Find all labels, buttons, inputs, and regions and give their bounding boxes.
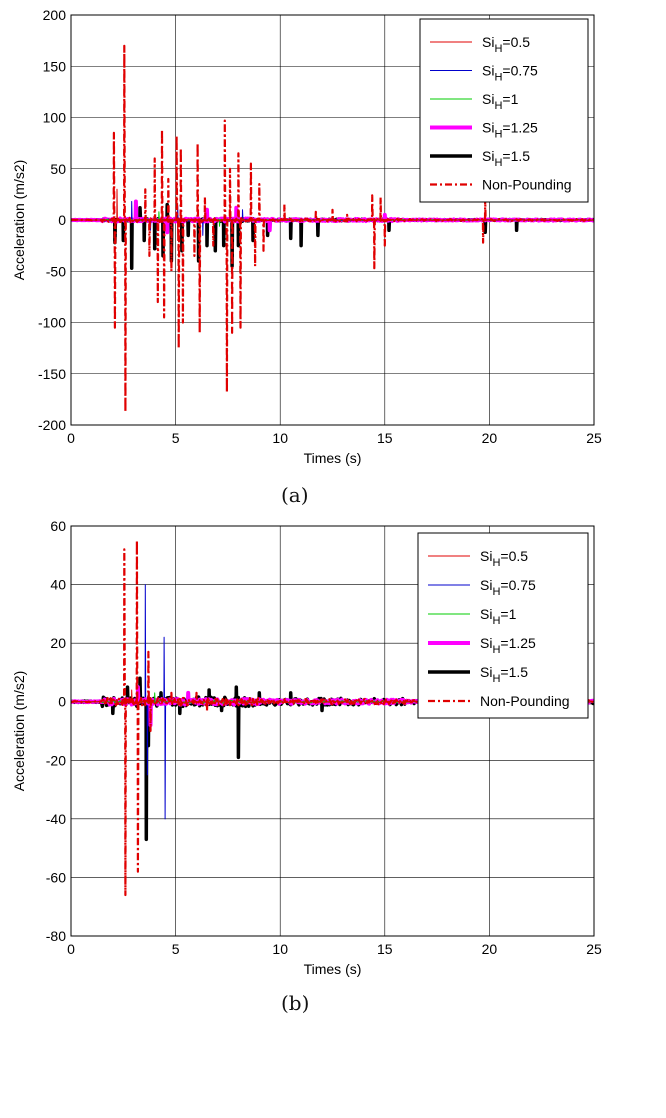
x-tick-label: 10 (272, 941, 288, 957)
y-tick-label: 50 (50, 161, 66, 177)
x-tick-label: 15 (377, 941, 393, 957)
y-tick-label: -50 (46, 263, 66, 279)
y-tick-label: -100 (38, 315, 66, 331)
x-tick-label: 0 (67, 430, 75, 446)
y-tick-label: 0 (58, 212, 66, 228)
x-tick-label: 25 (586, 430, 602, 446)
y-tick-label: 100 (43, 110, 67, 126)
legend-label: Non-Pounding (482, 177, 572, 193)
y-tick-label: 150 (43, 58, 67, 74)
y-tick-label: -80 (46, 928, 66, 944)
legend-label: SiH=1.5 (480, 664, 528, 685)
y-tick-label: -150 (38, 366, 66, 382)
legend-label: SiH=1 (480, 606, 517, 627)
series-line-5 (71, 539, 594, 897)
y-tick-label: -40 (46, 811, 66, 827)
y-tick-label: 60 (50, 518, 66, 534)
x-tick-label: 25 (586, 941, 602, 957)
y-tick-label: 200 (43, 7, 67, 23)
acceleration-chart-a: 0 5 10 15 20 25 200 150 100 50 0 -50 -100 -150 -200 Tim… (11, 7, 602, 466)
legend-label: SiH=0.5 (480, 548, 528, 569)
legend-label: SiH=0.5 (482, 34, 530, 55)
legend-label: SiH=1.5 (482, 148, 530, 169)
x-tick-label: 20 (482, 941, 498, 957)
chart-panel-b: 0 5 10 15 20 25 60 40 20 0 -20 -40 -60 -80 Times (s) Ac… (0, 514, 666, 1054)
figure-caption-a: (a) (281, 483, 309, 507)
y-tick-label: -60 (46, 869, 66, 885)
chart-panel-a: 0 5 10 15 20 25 200 150 100 50 0 -50 -100 -150 -200 Tim… (0, 0, 666, 520)
legend-label: SiH=1.25 (482, 120, 538, 141)
axes-frame (70, 525, 595, 937)
x-tick-label: 0 (67, 941, 75, 957)
x-tick-label: 5 (172, 430, 180, 446)
x-tick-label: 20 (482, 430, 498, 446)
data-series (71, 44, 594, 413)
legend: SiH=0.5 SiH=0.75 SiH=1 SiH=1.25 SiH=1.5 Non-P… (419, 18, 589, 203)
y-axis-label: Acceleration (m/s2) (11, 671, 27, 792)
legend-label: SiH=0.75 (482, 63, 538, 84)
x-axis-label: Times (s) (304, 961, 362, 977)
y-tick-label: 40 (50, 577, 66, 593)
x-tick-label: 10 (272, 430, 288, 446)
x-axis-label: Times (s) (304, 450, 362, 466)
legend: SiH=0.5 SiH=0.75 SiH=1 SiH=1.25 SiH=1.5 Non-P… (417, 532, 589, 719)
y-tick-label: 20 (50, 635, 66, 651)
legend-box (417, 532, 589, 719)
x-tick-label: 5 (172, 941, 180, 957)
y-tick-label: -20 (46, 752, 66, 768)
y-tick-label: -200 (38, 417, 66, 433)
legend-box (419, 18, 589, 203)
legend-label: SiH=1 (482, 91, 519, 112)
series-line-5 (71, 44, 594, 413)
acceleration-chart-b: 0 5 10 15 20 25 60 40 20 0 -20 -40 -60 -80 Times (s) Ac… (11, 518, 602, 977)
x-tick-label: 15 (377, 430, 393, 446)
y-tick-label: 0 (58, 694, 66, 710)
y-axis-label: Acceleration (m/s2) (11, 160, 27, 281)
axes-frame (70, 14, 595, 426)
figure-caption-b: (b) (281, 991, 310, 1015)
legend-label: Non-Pounding (480, 693, 570, 709)
legend-label: SiH=1.25 (480, 635, 536, 656)
legend-label: SiH=0.75 (480, 577, 536, 598)
